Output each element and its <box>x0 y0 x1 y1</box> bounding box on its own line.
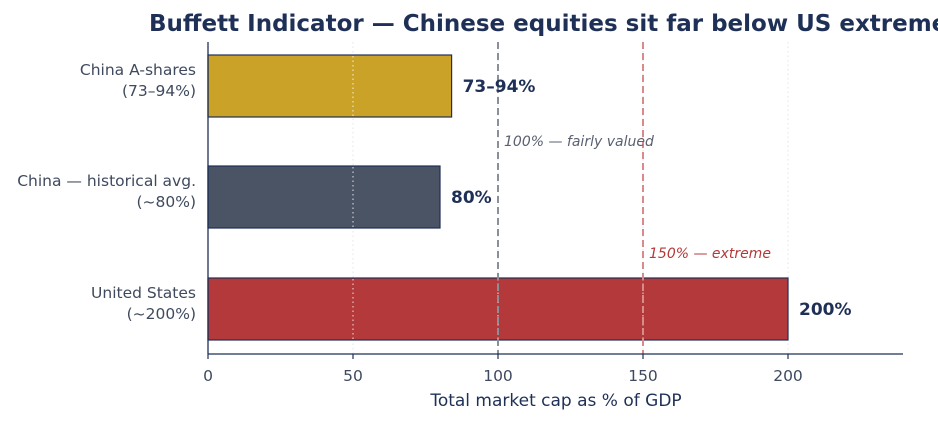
x-tick-label-150: 150 <box>628 367 658 385</box>
category-label-2-1: (~200%) <box>127 305 196 323</box>
chart-title: Buffett Indicator — Chinese equities sit… <box>149 11 938 37</box>
x-tick-label-100: 100 <box>483 367 513 385</box>
bar-0 <box>207 54 453 118</box>
reference-label-100: 100% — fairly valued <box>504 134 654 150</box>
category-label-0-1: (73–94%) <box>122 82 196 100</box>
data-label-1: 80% <box>451 188 492 208</box>
data-label-2: 200% <box>799 300 852 320</box>
reference-lines <box>497 42 644 354</box>
x-tick-label-50: 50 <box>343 367 363 385</box>
reference-label-150: 150% — extreme <box>649 246 771 262</box>
category-label-1-1: (~80%) <box>136 193 196 211</box>
category-label-2-0: United States <box>91 284 196 302</box>
bar-1 <box>207 165 441 229</box>
category-label-0-0: China A-shares <box>80 61 196 79</box>
data-label-0: 73–94% <box>463 77 536 97</box>
x-axis-label: Total market cap as % of GDP <box>429 391 681 411</box>
x-tick-label-200: 200 <box>773 367 803 385</box>
chart-text: Buffett Indicator — Chinese equities sit… <box>17 11 938 411</box>
x-tick-label-0: 0 <box>203 367 213 385</box>
axes <box>207 42 903 359</box>
category-label-1-0: China — historical avg. <box>17 172 196 190</box>
